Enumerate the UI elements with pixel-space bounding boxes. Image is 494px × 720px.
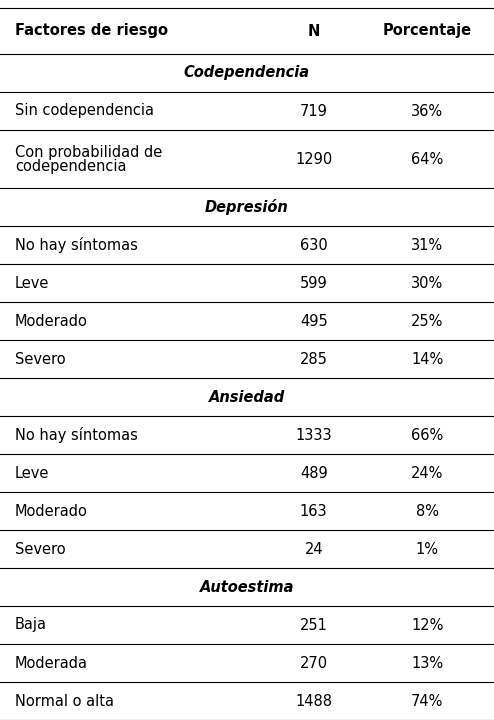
Text: Factores de riesgo: Factores de riesgo [15,24,168,38]
Text: Leve: Leve [15,276,49,290]
Text: 24: 24 [304,541,323,557]
Text: 12%: 12% [411,618,444,632]
Text: 719: 719 [300,104,328,119]
Text: 30%: 30% [411,276,444,290]
Text: 64%: 64% [411,151,444,166]
Text: 66%: 66% [411,428,444,443]
Text: Moderado: Moderado [15,313,88,328]
Text: 8%: 8% [416,503,439,518]
Text: 14%: 14% [411,351,444,366]
Text: 74%: 74% [411,693,444,708]
Text: 599: 599 [300,276,328,290]
Text: Normal o alta: Normal o alta [15,693,114,708]
Text: 495: 495 [300,313,328,328]
Text: Moderada: Moderada [15,655,88,670]
Text: Severo: Severo [15,351,65,366]
Text: No hay síntomas: No hay síntomas [15,427,138,443]
Text: Severo: Severo [15,541,65,557]
Text: 25%: 25% [411,313,444,328]
Text: N: N [307,24,320,38]
Text: Codependencia: Codependencia [184,66,310,81]
Text: 270: 270 [300,655,328,670]
Text: codependencia: codependencia [15,158,126,174]
Text: 36%: 36% [411,104,444,119]
Text: Sin codependencia: Sin codependencia [15,104,154,119]
Text: 489: 489 [300,466,328,480]
Text: Con probabilidad de: Con probabilidad de [15,145,162,160]
Text: 13%: 13% [411,655,444,670]
Text: 1290: 1290 [295,151,332,166]
Text: 630: 630 [300,238,328,253]
Text: Baja: Baja [15,618,47,632]
Text: Leve: Leve [15,466,49,480]
Text: 24%: 24% [411,466,444,480]
Text: Porcentaje: Porcentaje [383,24,472,38]
Text: 1%: 1% [416,541,439,557]
Text: 163: 163 [300,503,328,518]
Text: 251: 251 [300,618,328,632]
Text: 31%: 31% [411,238,444,253]
Text: 1333: 1333 [295,428,332,443]
Text: 1488: 1488 [295,693,332,708]
Text: No hay síntomas: No hay síntomas [15,237,138,253]
Text: Moderado: Moderado [15,503,88,518]
Text: 285: 285 [300,351,328,366]
Text: Depresión: Depresión [205,199,289,215]
Text: Autoestima: Autoestima [200,580,294,595]
Text: Ansiedad: Ansiedad [209,390,285,405]
